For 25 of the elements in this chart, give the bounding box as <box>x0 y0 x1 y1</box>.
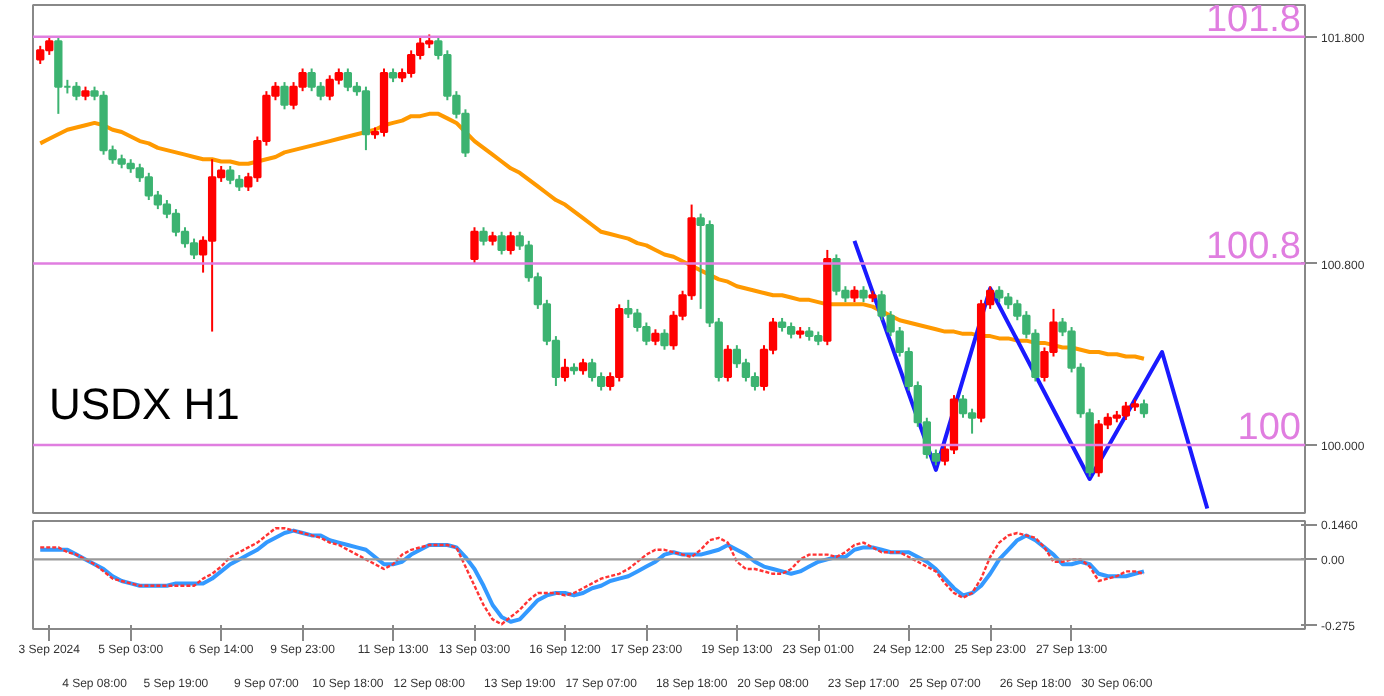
line-series <box>852 238 1210 511</box>
candlestick <box>958 394 968 419</box>
candlestick <box>587 357 597 383</box>
candlestick <box>560 357 570 383</box>
candlestick <box>189 237 199 260</box>
ref-line-label: 100 <box>1237 406 1301 449</box>
candlestick <box>470 226 479 265</box>
candlestick <box>741 357 751 383</box>
candlestick <box>72 81 81 102</box>
candlestick <box>1121 400 1131 422</box>
candlestick <box>660 328 669 351</box>
ref-line-label: 100.8 <box>1205 225 1301 268</box>
candlestick <box>226 165 235 186</box>
candlestick <box>361 85 371 152</box>
candlestick <box>36 44 45 65</box>
candlestick <box>280 81 289 111</box>
candlestick <box>171 208 181 238</box>
candlestick <box>967 407 977 435</box>
candlestick <box>1139 398 1149 419</box>
candlestick <box>723 344 732 383</box>
text: USDX H1 <box>49 379 240 429</box>
candlestick <box>506 230 515 256</box>
candlestick <box>54 35 63 115</box>
candlestick <box>497 230 506 256</box>
candlestick <box>479 226 488 247</box>
